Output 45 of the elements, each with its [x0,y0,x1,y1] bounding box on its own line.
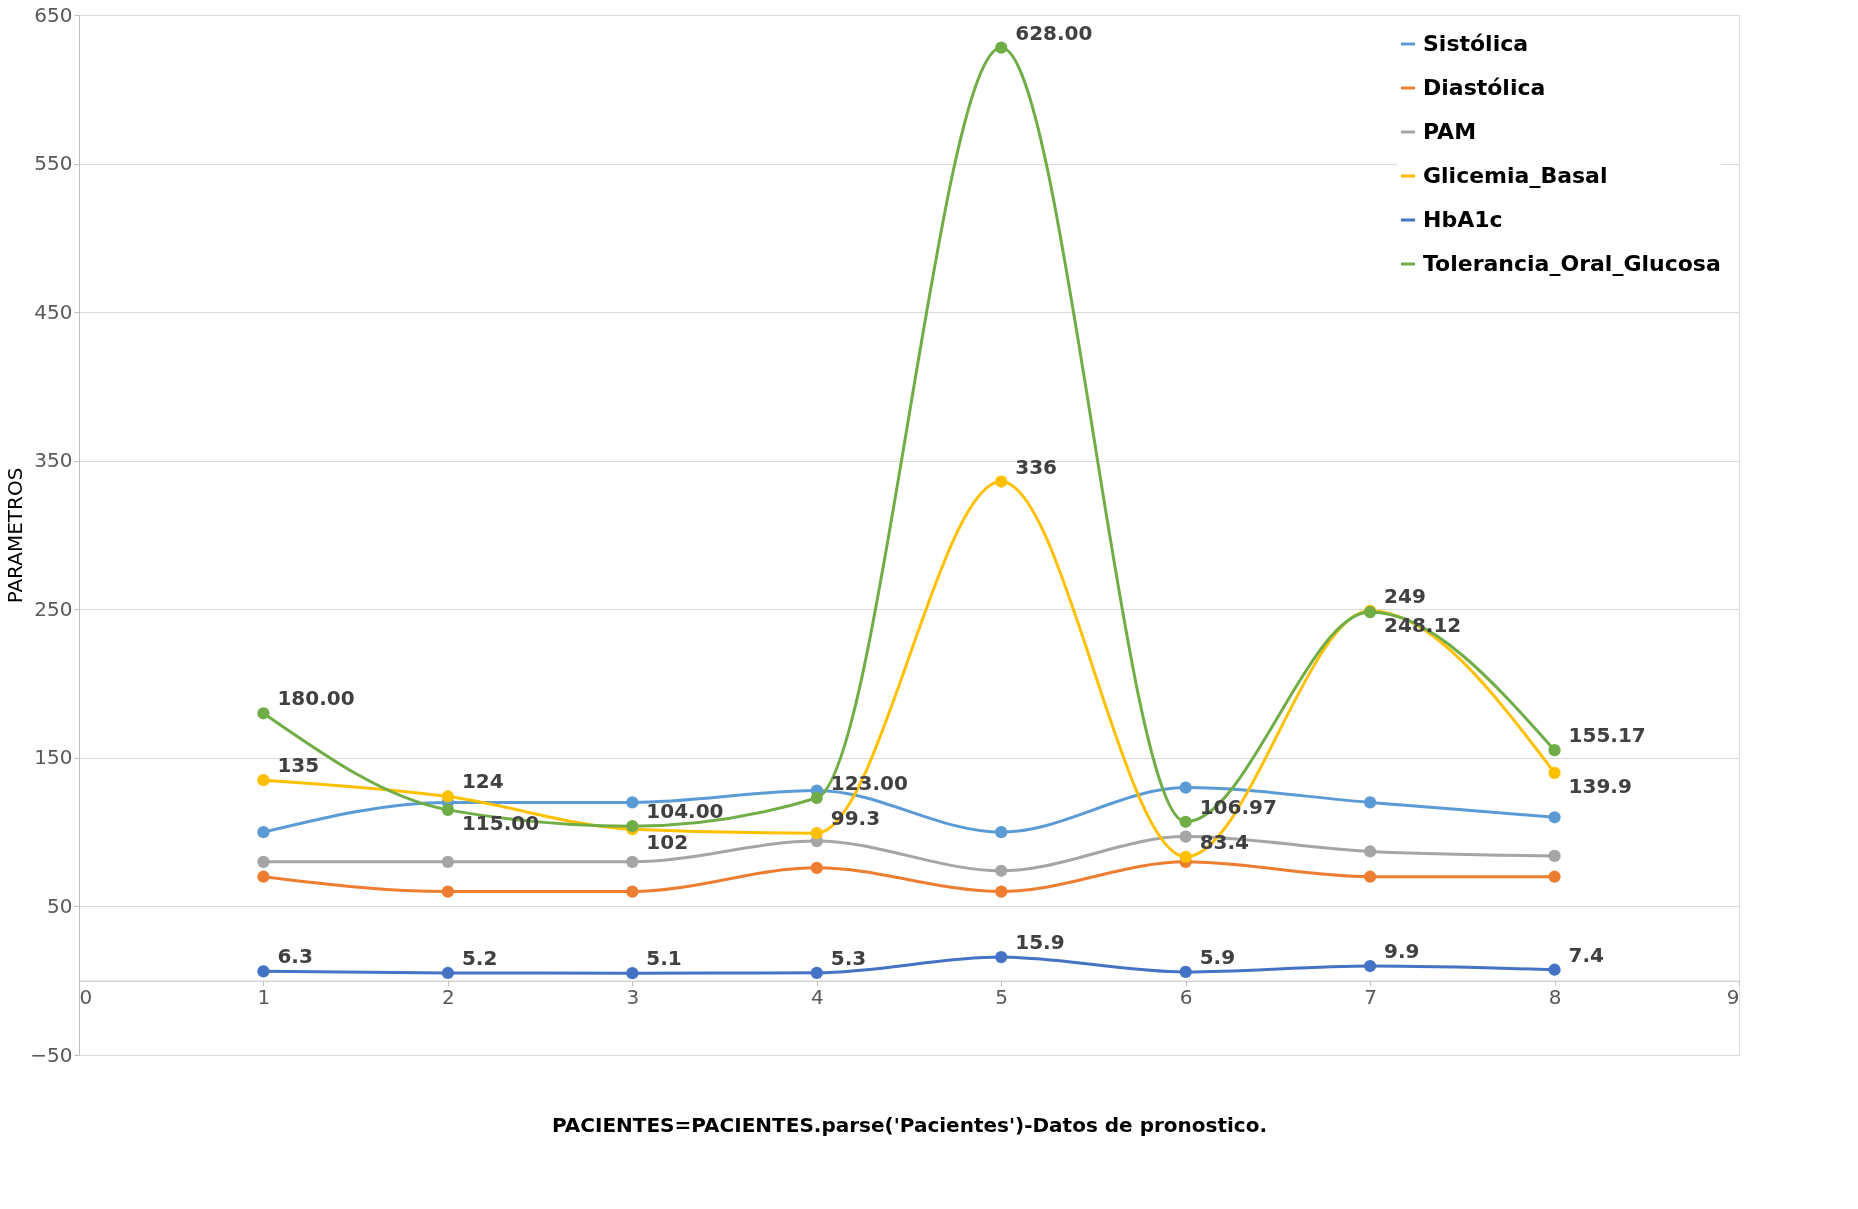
x-axis-title: PACIENTES=PACIENTES.parse('Pacientes')-Datos de pronostico. [551,1112,1268,1137]
data-label: 155.17 [1568,723,1646,748]
data-label: 5.9 [1199,944,1236,969]
legend-label: Diastólica [1423,75,1546,100]
data-label: 104.00 [646,799,724,824]
x-tick-label: 2 [442,985,455,1010]
legend-label: Sistólica [1423,31,1529,56]
x-tick-label: 9 [1726,985,1740,1010]
data-label: 249 [1384,583,1426,608]
legend-label: Glicemia_Basal [1423,163,1608,188]
data-label: 139.9 [1568,773,1632,798]
y-tick-label: 650 [34,2,73,27]
data-label: 115.00 [461,810,540,835]
x-tick-label: 5 [995,985,1009,1010]
x-tick-label: 6 [1179,985,1193,1010]
legend-label: HbA1c [1423,207,1503,232]
y-tick-label: 350 [34,448,73,473]
data-label: 7.4 [1568,942,1604,967]
legend-label: Tolerancia_Oral_Glucosa [1423,251,1721,276]
y-axis-title: PARAMETROS [3,467,28,604]
y-tick-label: −50 [30,1042,73,1067]
data-label: 5.2 [461,945,498,970]
data-label: 124 [461,769,504,794]
y-tick-label: 250 [34,596,73,621]
x-tick-label: 7 [1364,985,1377,1010]
data-label: 5.1 [646,946,682,971]
data-label: 102 [646,830,689,855]
y-tick-label: 550 [34,151,73,176]
data-label: 135 [277,753,320,778]
data-label: 6.3 [277,944,313,969]
x-tick-label: 3 [626,985,640,1010]
x-tick-label: 0 [79,985,93,1010]
data-label: 5.3 [830,945,867,970]
data-label: 9.9 [1384,939,1420,964]
data-label: 180.00 [277,686,355,711]
data-label: 336 [1015,454,1057,479]
data-label: 15.9 [1015,930,1065,955]
y-tick-label: 450 [34,299,73,324]
x-tick-label: 1 [257,985,271,1010]
data-label: 628.00 [1015,20,1093,45]
legend-label: PAM [1423,119,1477,144]
x-tick-label: 4 [810,985,824,1010]
x-tick-label: 8 [1548,985,1562,1010]
y-tick-label: 150 [34,745,73,770]
y-tick-label: 50 [47,893,73,918]
